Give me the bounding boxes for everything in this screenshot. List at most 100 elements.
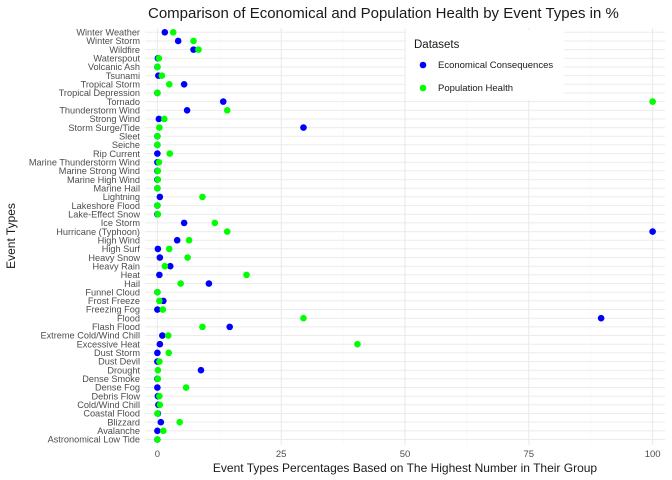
y-tick-label: Waterspout	[93, 53, 140, 63]
point-health	[223, 106, 231, 114]
y-tick-label: Flood	[117, 313, 140, 323]
point-health	[161, 262, 169, 270]
point-health	[154, 210, 162, 218]
y-tick-label: Dust Devil	[98, 357, 140, 367]
point-health	[199, 323, 206, 331]
point-health	[176, 418, 183, 426]
point-economic	[155, 115, 163, 123]
point-economic	[190, 46, 197, 53]
y-tick-label: Debris Flow	[92, 391, 141, 401]
y-tick-label: Lightning	[103, 192, 140, 202]
point-health	[165, 245, 173, 253]
point-economic	[154, 349, 161, 357]
point-health	[177, 280, 184, 287]
y-tick-label: Avalanche	[97, 426, 140, 436]
point-economic	[219, 98, 227, 105]
y-tick-label: Winter Storm	[86, 36, 140, 46]
point-health	[154, 89, 161, 97]
y-tick-label: Winter Weather	[76, 28, 140, 38]
point-health	[154, 132, 161, 140]
y-tick-label: Heat	[121, 270, 141, 280]
y-tick-label: Marine Hail	[94, 183, 140, 193]
point-health	[161, 115, 168, 123]
point-health	[169, 29, 177, 36]
point-health	[154, 410, 161, 417]
point-health	[195, 46, 202, 53]
point-economic	[173, 236, 181, 244]
point-economic	[157, 418, 165, 426]
point-economic	[154, 384, 161, 391]
point-health	[156, 124, 163, 131]
y-tick-label: Cold/Wind Chill	[77, 400, 140, 410]
point-health	[154, 288, 161, 296]
y-tick-label: Coastal Flood	[83, 409, 140, 419]
y-tick-label: Tsunami	[106, 71, 140, 81]
y-tick-label: Lakeshore Flood	[72, 201, 140, 211]
point-health	[165, 80, 173, 88]
point-health	[190, 37, 197, 45]
y-tick-label: Volcanic Ash	[88, 62, 140, 72]
point-health	[243, 271, 250, 279]
y-tick-label: Marine High Wind	[67, 175, 140, 185]
point-health	[182, 384, 190, 391]
y-tick-label: Strong Wind	[89, 114, 140, 124]
point-economic	[180, 219, 188, 227]
point-health	[154, 167, 162, 175]
point-economic	[154, 306, 161, 313]
y-tick-label: Extreme Cold/Wind Chill	[40, 331, 140, 341]
point-economic	[300, 124, 307, 131]
point-health	[154, 141, 161, 149]
y-axis-title: Event Types	[4, 203, 18, 269]
point-health	[154, 436, 161, 443]
y-tick-label: High Surf	[102, 244, 141, 254]
point-health	[166, 150, 174, 157]
point-economic	[166, 262, 174, 270]
point-health	[154, 375, 162, 383]
legend-label-health: Population Health	[438, 83, 513, 94]
y-tick-label: Marine Strong Wind	[59, 166, 140, 176]
point-health	[211, 219, 219, 227]
y-tick-label: High Wind	[98, 235, 140, 245]
point-health	[300, 314, 307, 322]
point-economic	[156, 340, 164, 348]
y-tick-label: Marine Thunderstorm Wind	[29, 157, 140, 167]
y-tick-label: Tropical Depression	[59, 88, 140, 98]
y-tick-label: Wildfire	[109, 45, 140, 55]
point-health	[156, 358, 163, 365]
y-tick-label: Hurricane (Typhoon)	[56, 227, 140, 237]
y-tick-label: Sleet	[119, 131, 140, 141]
point-economic	[597, 314, 605, 322]
x-tick-label: 0	[155, 449, 160, 460]
y-tick-label: Blizzard	[107, 417, 140, 427]
point-health	[223, 228, 231, 235]
y-tick-label: Dense Fog	[95, 383, 140, 393]
legend: Datasets Economical Consequences Populat…	[406, 30, 564, 100]
point-health	[154, 176, 162, 183]
y-tick-label: Freezing Fog	[86, 305, 140, 315]
y-tick-label: Excessive Heat	[77, 339, 141, 349]
point-health	[354, 340, 361, 348]
point-economic	[205, 280, 213, 287]
point-economic	[159, 332, 166, 339]
point-health	[156, 392, 163, 400]
point-economic	[156, 193, 164, 201]
point-health	[184, 254, 191, 261]
legend-key-economic	[419, 61, 427, 69]
y-tick-label: Ice Storm	[101, 218, 141, 228]
x-tick-label: 75	[524, 449, 535, 460]
point-health	[156, 401, 164, 409]
point-health	[154, 202, 161, 209]
point-health	[155, 158, 163, 166]
point-economic	[226, 323, 233, 331]
x-tick-label: 100	[645, 449, 661, 460]
legend-label-economic: Economical Consequences	[438, 60, 553, 71]
point-health	[154, 184, 161, 192]
point-health	[160, 427, 167, 435]
point-economic	[156, 271, 163, 279]
point-economic	[156, 254, 164, 261]
x-axis-title: Event Types Percentages Based on The Hig…	[213, 461, 598, 475]
point-health	[185, 236, 193, 244]
y-tick-label: Thunderstorm Wind	[59, 105, 140, 115]
